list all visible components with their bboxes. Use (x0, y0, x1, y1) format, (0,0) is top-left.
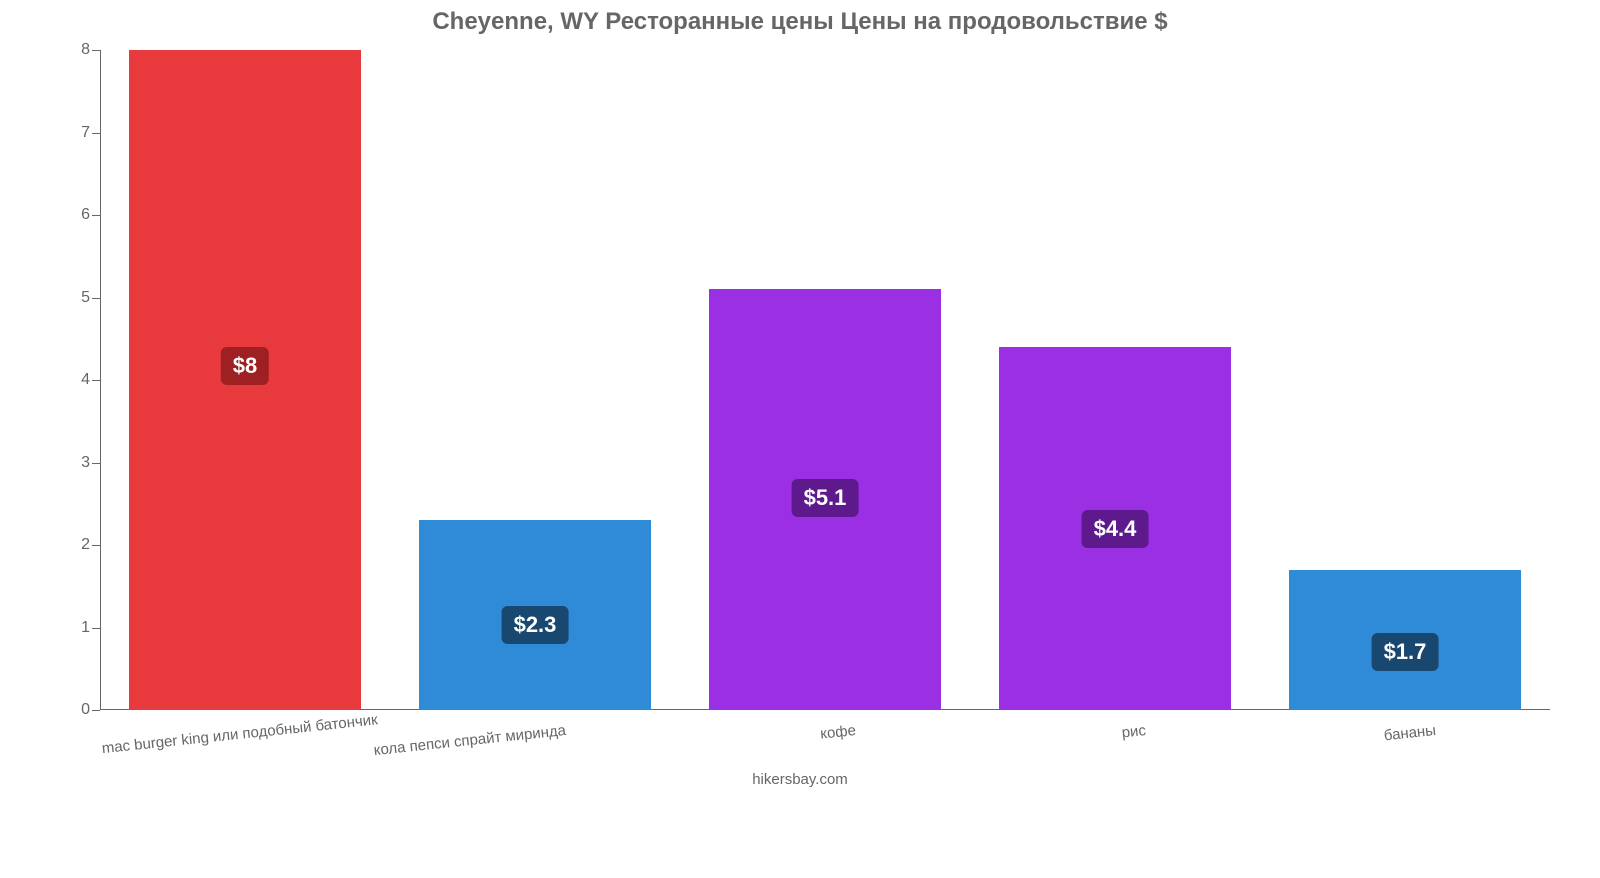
bar: $5.1 (709, 289, 941, 710)
y-tick-label: 8 (50, 41, 90, 59)
y-tick (92, 215, 100, 216)
y-tick-label: 4 (50, 371, 90, 389)
y-tick (92, 380, 100, 381)
y-tick (92, 628, 100, 629)
y-tick (92, 50, 100, 51)
x-category-label: mac burger king или подобный батончик (101, 722, 277, 757)
bar-value-label: $4.4 (1082, 510, 1149, 548)
y-tick (92, 298, 100, 299)
price-chart: Cheyenne, WY Ресторанные цены Цены на пр… (0, 0, 1600, 800)
bar-value-label: $1.7 (1372, 633, 1439, 671)
y-tick-label: 5 (50, 289, 90, 307)
bar-value-label: $2.3 (502, 606, 569, 644)
y-tick-label: 7 (50, 124, 90, 142)
y-tick-label: 0 (50, 701, 90, 719)
bar: $1.7 (1289, 570, 1521, 710)
bar-value-label: $8 (221, 347, 269, 385)
plot-area: $8$2.3$5.1$4.4$1.7 012345678mac burger k… (100, 50, 1550, 710)
bars-container: $8 $2.3 $5.1 $4.4 $1.7 (100, 50, 1550, 710)
y-tick-label: 6 (50, 206, 90, 224)
bar: $2.3 (419, 520, 651, 710)
y-tick (92, 545, 100, 546)
y-tick-label: 1 (50, 619, 90, 637)
y-tick (92, 133, 100, 134)
bar: $4.4 (999, 347, 1231, 710)
y-tick-label: 3 (50, 454, 90, 472)
attribution: hikersbay.com (0, 771, 1600, 788)
bar-value-label: $5.1 (792, 479, 859, 517)
y-tick (92, 463, 100, 464)
y-tick-label: 2 (50, 536, 90, 554)
bar: $8 (129, 50, 361, 710)
chart-title: Cheyenne, WY Ресторанные цены Цены на пр… (0, 8, 1600, 36)
y-tick (92, 710, 100, 711)
